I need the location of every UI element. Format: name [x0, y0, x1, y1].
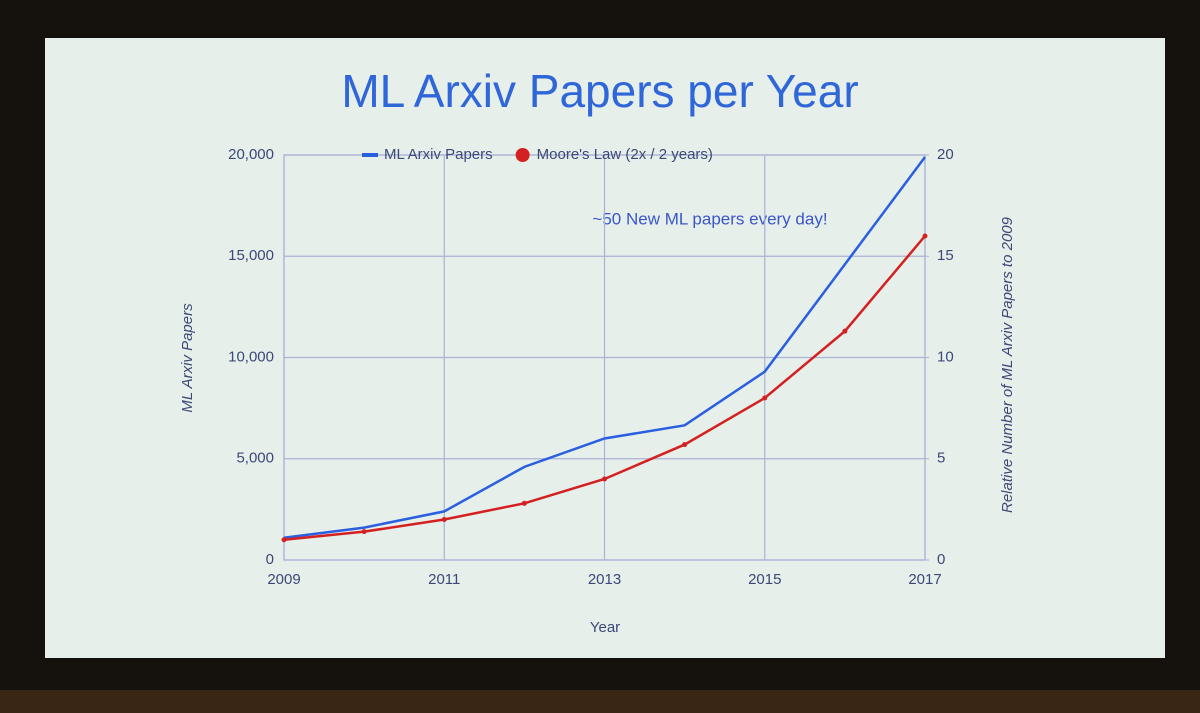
- legend-label: Moore's Law (2x / 2 years): [537, 146, 713, 163]
- x-tick-label: 2017: [908, 571, 941, 588]
- data-point: [842, 328, 848, 334]
- data-point: [922, 233, 928, 239]
- y2-tick-label: 20: [937, 146, 954, 163]
- y2-axis-label: Relative Number of ML Arxiv Papers to 20…: [999, 216, 1016, 513]
- y-axis-label: ML Arxiv Papers: [179, 303, 196, 413]
- x-tick-label: 2011: [428, 571, 460, 588]
- data-point: [762, 395, 768, 401]
- y-tick-label: 20,000: [228, 146, 274, 163]
- x-tick-label: 2013: [588, 571, 621, 588]
- legend-label: ML Arxiv Papers: [384, 146, 493, 163]
- y-tick-label: 10,000: [228, 348, 274, 365]
- data-point: [361, 529, 367, 535]
- data-point: [441, 517, 447, 522]
- stage-edge: [0, 690, 1200, 713]
- series-line: [283, 156, 927, 539]
- x-tick-label: 2015: [748, 571, 781, 588]
- legend: ML Arxiv Papers Moore's Law (2x / 2 years…: [362, 146, 713, 163]
- plot-area: 0 5,000 10,000 15,000 20,000 0 5 10 15 20 2009 2011…: [228, 146, 954, 588]
- chart-title: ML Arxiv Papers per Year: [341, 65, 858, 117]
- data-point: [521, 500, 527, 506]
- y-tick-label: 0: [266, 551, 274, 568]
- y2-tick-label: 5: [937, 450, 945, 467]
- x-axis-label: Year: [590, 619, 620, 636]
- data-point: [602, 476, 607, 482]
- x-tick-label: 2009: [267, 571, 300, 588]
- y2-tick-label: 0: [937, 551, 945, 568]
- plot-frame: [283, 154, 926, 561]
- legend-symbol: [362, 153, 378, 157]
- legend-symbol: [515, 148, 530, 162]
- y2-tick-label: 10: [937, 348, 954, 365]
- y-tick-label: 5,000: [236, 450, 274, 467]
- annotation: ~50 New ML papers every day!: [592, 209, 827, 228]
- data-point: [281, 537, 287, 543]
- data-point: [682, 442, 688, 448]
- y2-tick-label: 15: [937, 247, 954, 264]
- y-tick-label: 15,000: [228, 247, 274, 264]
